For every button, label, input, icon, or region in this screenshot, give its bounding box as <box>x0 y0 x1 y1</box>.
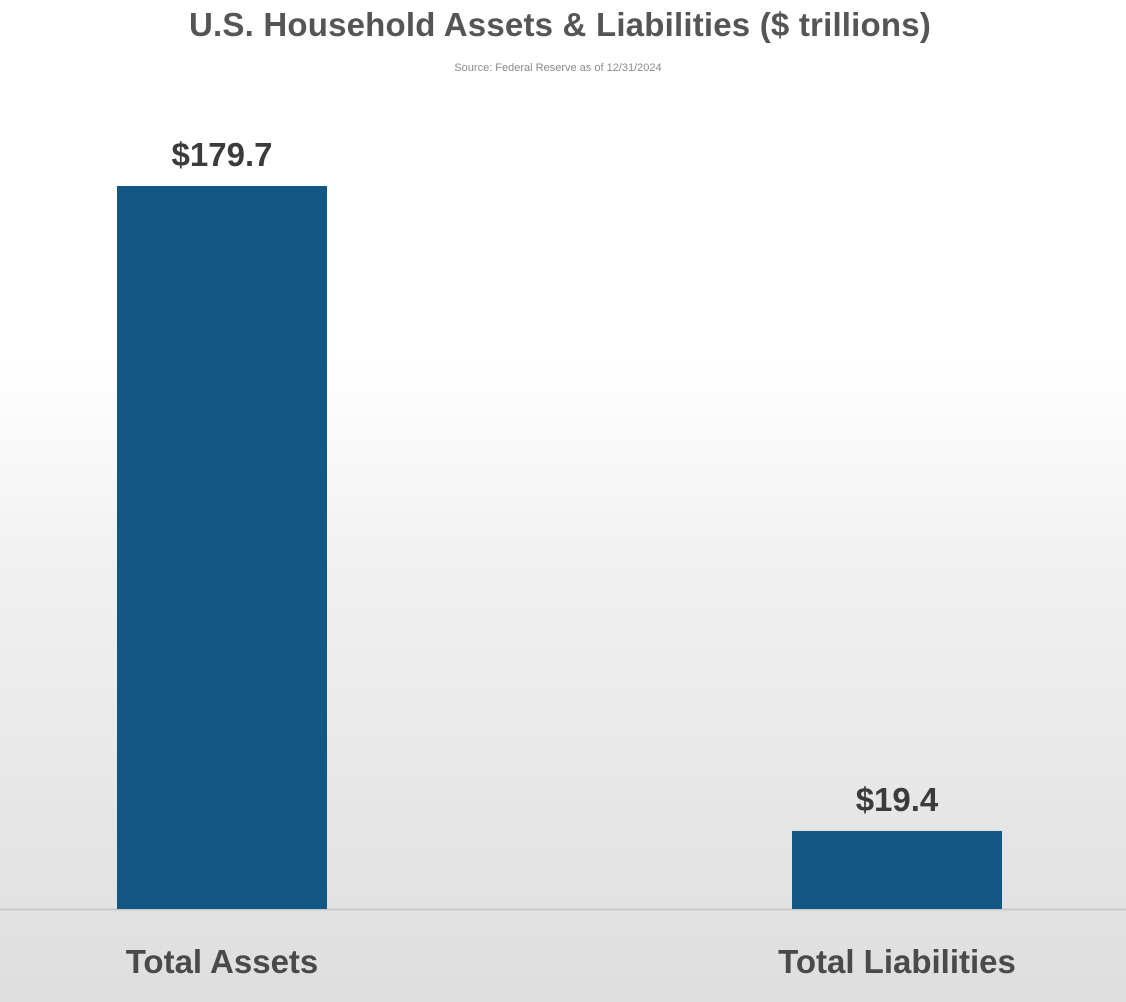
chart-title: U.S. Household Assets & Liabilities ($ t… <box>188 6 932 43</box>
data-label: $179.7 <box>172 136 273 173</box>
bar-total-liabilities <box>792 830 1002 909</box>
data-label: $19.4 <box>856 781 939 818</box>
x-tick-label: Total Liabilities <box>778 943 1016 980</box>
x-tick-label: Total Assets <box>126 943 319 980</box>
chart-subtitle: Source: Federal Reserve as of 12/31/2024 <box>454 62 662 74</box>
bar-total-assets <box>117 186 327 909</box>
